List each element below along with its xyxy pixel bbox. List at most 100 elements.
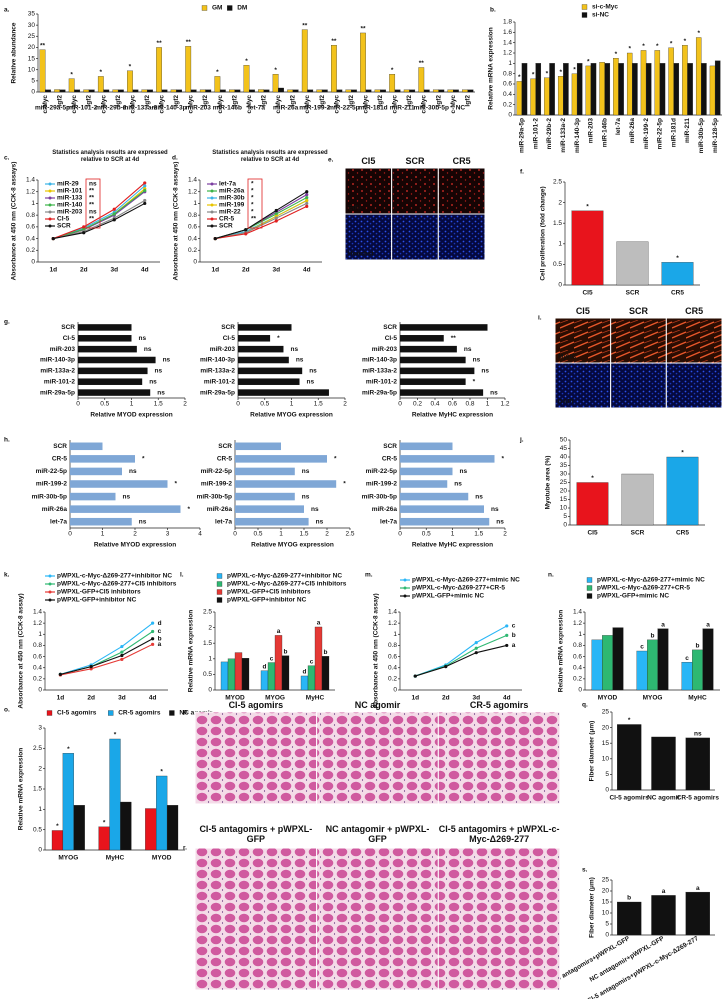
group-label: miR-140-3p <box>152 105 187 112</box>
significance-label: ns <box>296 357 304 364</box>
significance-label: ns <box>163 357 171 364</box>
bar <box>400 480 448 488</box>
bar <box>462 89 468 93</box>
significance-label: c <box>270 655 274 662</box>
legend-swatch <box>581 4 588 10</box>
bar <box>97 76 104 93</box>
y-tick-label: SCR <box>218 443 232 450</box>
significance-label: ns <box>89 209 97 216</box>
point <box>89 667 93 671</box>
x-axis-label: Relative MyHC expression <box>412 542 493 549</box>
image-column-label: SCR <box>405 156 425 166</box>
legend-marker <box>48 582 52 586</box>
significance-label: ns <box>139 518 147 525</box>
significance-label: a <box>317 620 321 627</box>
panel-label: b. <box>490 7 496 14</box>
bar <box>278 87 284 93</box>
bar <box>70 480 168 488</box>
bar <box>640 50 647 116</box>
bar <box>292 89 299 93</box>
significance-label: ** <box>157 40 163 47</box>
panel-label: n. <box>548 572 554 579</box>
significance-label: a <box>706 621 710 628</box>
bar <box>618 63 624 116</box>
significance-label: * <box>559 69 562 76</box>
point <box>474 651 478 655</box>
y-tick-label: 0.6 <box>188 224 197 231</box>
y-tick-label: 5 <box>605 921 609 928</box>
x-tick-label: miR-199-2 <box>643 118 650 149</box>
y-tick-label: 1.2 <box>573 620 582 627</box>
y-tick-label: 0.4 <box>388 664 397 671</box>
y-tick-label: 1.4 <box>26 177 35 184</box>
legend-swatch <box>108 710 114 716</box>
y-tick-label: miR-101-2 <box>44 378 75 385</box>
y-tick-label: 0 <box>38 847 42 854</box>
bar <box>535 63 542 116</box>
y-tick-label: 0 <box>558 282 562 289</box>
point <box>120 653 124 658</box>
bar <box>74 89 81 93</box>
significance-label: * <box>587 59 590 66</box>
y-tick-label: 25 <box>560 479 568 486</box>
y-tick-label: 2 <box>38 765 42 772</box>
image-column-label: CI5 <box>361 156 376 166</box>
y-tick-label: 5 <box>605 771 609 778</box>
bar <box>418 67 425 93</box>
bar <box>274 635 283 691</box>
micrograph <box>665 362 723 409</box>
micrograph <box>437 167 486 215</box>
micrograph <box>316 711 439 805</box>
panel-label: i. <box>538 315 542 322</box>
bar <box>316 89 323 93</box>
bar <box>604 63 611 116</box>
y-tick-label: CI-5 <box>63 335 76 342</box>
x-axis-label: Relative MYOG expression <box>250 412 333 419</box>
y-tick-label: let-7a <box>215 518 232 525</box>
bar <box>576 63 583 116</box>
y-tick-label: 0 <box>508 112 512 119</box>
bar <box>400 345 457 353</box>
x-tick-label: 1.5 <box>154 401 163 408</box>
y-tick-label: 1.4 <box>503 39 512 46</box>
x-tick-label: 1.5 <box>474 531 483 538</box>
micrograph <box>437 711 561 805</box>
series-line <box>60 643 153 676</box>
legend-swatch <box>227 5 233 11</box>
y-tick-label: 1 <box>578 631 582 638</box>
micrograph <box>665 317 723 364</box>
x-tick-label: CI-5 agomirs <box>609 795 649 802</box>
y-tick-label: miR-30b-5p <box>32 493 67 500</box>
bar <box>400 389 484 396</box>
significance-label: * <box>251 195 254 202</box>
significance-label: * <box>676 255 679 262</box>
x-tick-label: miR-29b-2 <box>546 118 553 150</box>
y-tick-label: 0 <box>578 687 582 694</box>
legend-swatch <box>216 573 223 579</box>
legend-marker <box>48 189 52 193</box>
legend-label: miR-101 <box>57 188 83 195</box>
significance-label: * <box>114 732 117 739</box>
micrograph <box>344 213 393 261</box>
bar <box>235 517 309 526</box>
legend-label: pWPXL-GFP+inhibitor NC <box>57 597 137 604</box>
y-tick-label: 1.2 <box>188 188 197 195</box>
bar <box>112 89 119 93</box>
image-row-label: MyHC <box>558 354 577 361</box>
y-tick-label: 20 <box>602 724 610 731</box>
legend-swatch <box>586 593 593 599</box>
point <box>143 201 147 206</box>
bar <box>557 76 564 116</box>
x-tick-label: 1 <box>101 531 105 538</box>
bar <box>423 89 430 93</box>
legend-marker <box>403 594 407 598</box>
micrograph <box>344 167 393 215</box>
y-tick-label: 25 <box>602 877 610 884</box>
y-axis-label: Fiber diameter (μm) <box>589 721 596 782</box>
bar <box>666 456 699 526</box>
annotation-box <box>247 178 263 229</box>
bar <box>88 89 95 93</box>
x-tick-label: MyHC <box>688 695 707 702</box>
bar <box>591 639 603 691</box>
y-tick-label: 0.8 <box>573 642 582 649</box>
